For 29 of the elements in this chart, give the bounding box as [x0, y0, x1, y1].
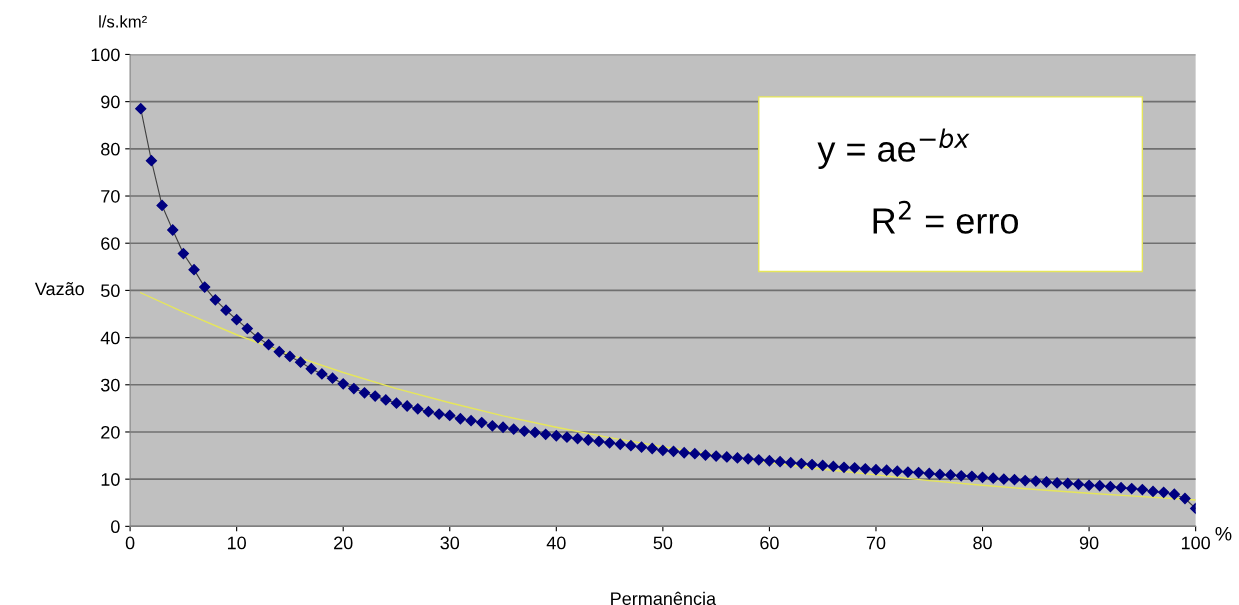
y-tick-label: 80	[101, 142, 120, 156]
y-tick-label: 30	[100, 378, 120, 392]
x-tick-label: 10	[227, 536, 246, 550]
y-tick-label: 90	[101, 95, 120, 109]
y-axis-title: Vazão	[34, 282, 84, 296]
x-tick-label: 50	[653, 536, 673, 550]
y-tick-label: 50	[101, 284, 120, 298]
y-tick-label: 60	[101, 237, 120, 250]
annotation: y = ae$^{−bx}$	[817, 128, 970, 169]
y-tick-label: 10	[101, 473, 120, 486]
y-tick-label: 40	[100, 331, 120, 345]
x-tick-label: 0	[125, 536, 135, 550]
x-axis-title: Permanência	[611, 591, 717, 605]
x-tick-label: 40	[546, 536, 566, 550]
x-tick-label: 70	[866, 536, 886, 550]
x-tick-label: 100	[1181, 536, 1210, 550]
annotation: R$^{2}$ = erro	[873, 200, 1018, 234]
y-tick-label: 20	[101, 425, 120, 439]
x-tick-label: 30	[440, 536, 460, 550]
text: l/s.km²	[99, 15, 147, 28]
x-tick-label: 90	[1079, 536, 1099, 550]
y-tick-label: 0	[111, 520, 120, 534]
x-tick-label: 60	[760, 536, 779, 550]
y-tick-label: 70	[101, 189, 120, 203]
x-tick-label: 80	[973, 536, 992, 550]
x-tick-label: 20	[334, 536, 353, 550]
text: %	[1215, 526, 1232, 541]
line-series	[140, 292, 1196, 501]
y-tick-label: 100	[91, 48, 120, 62]
